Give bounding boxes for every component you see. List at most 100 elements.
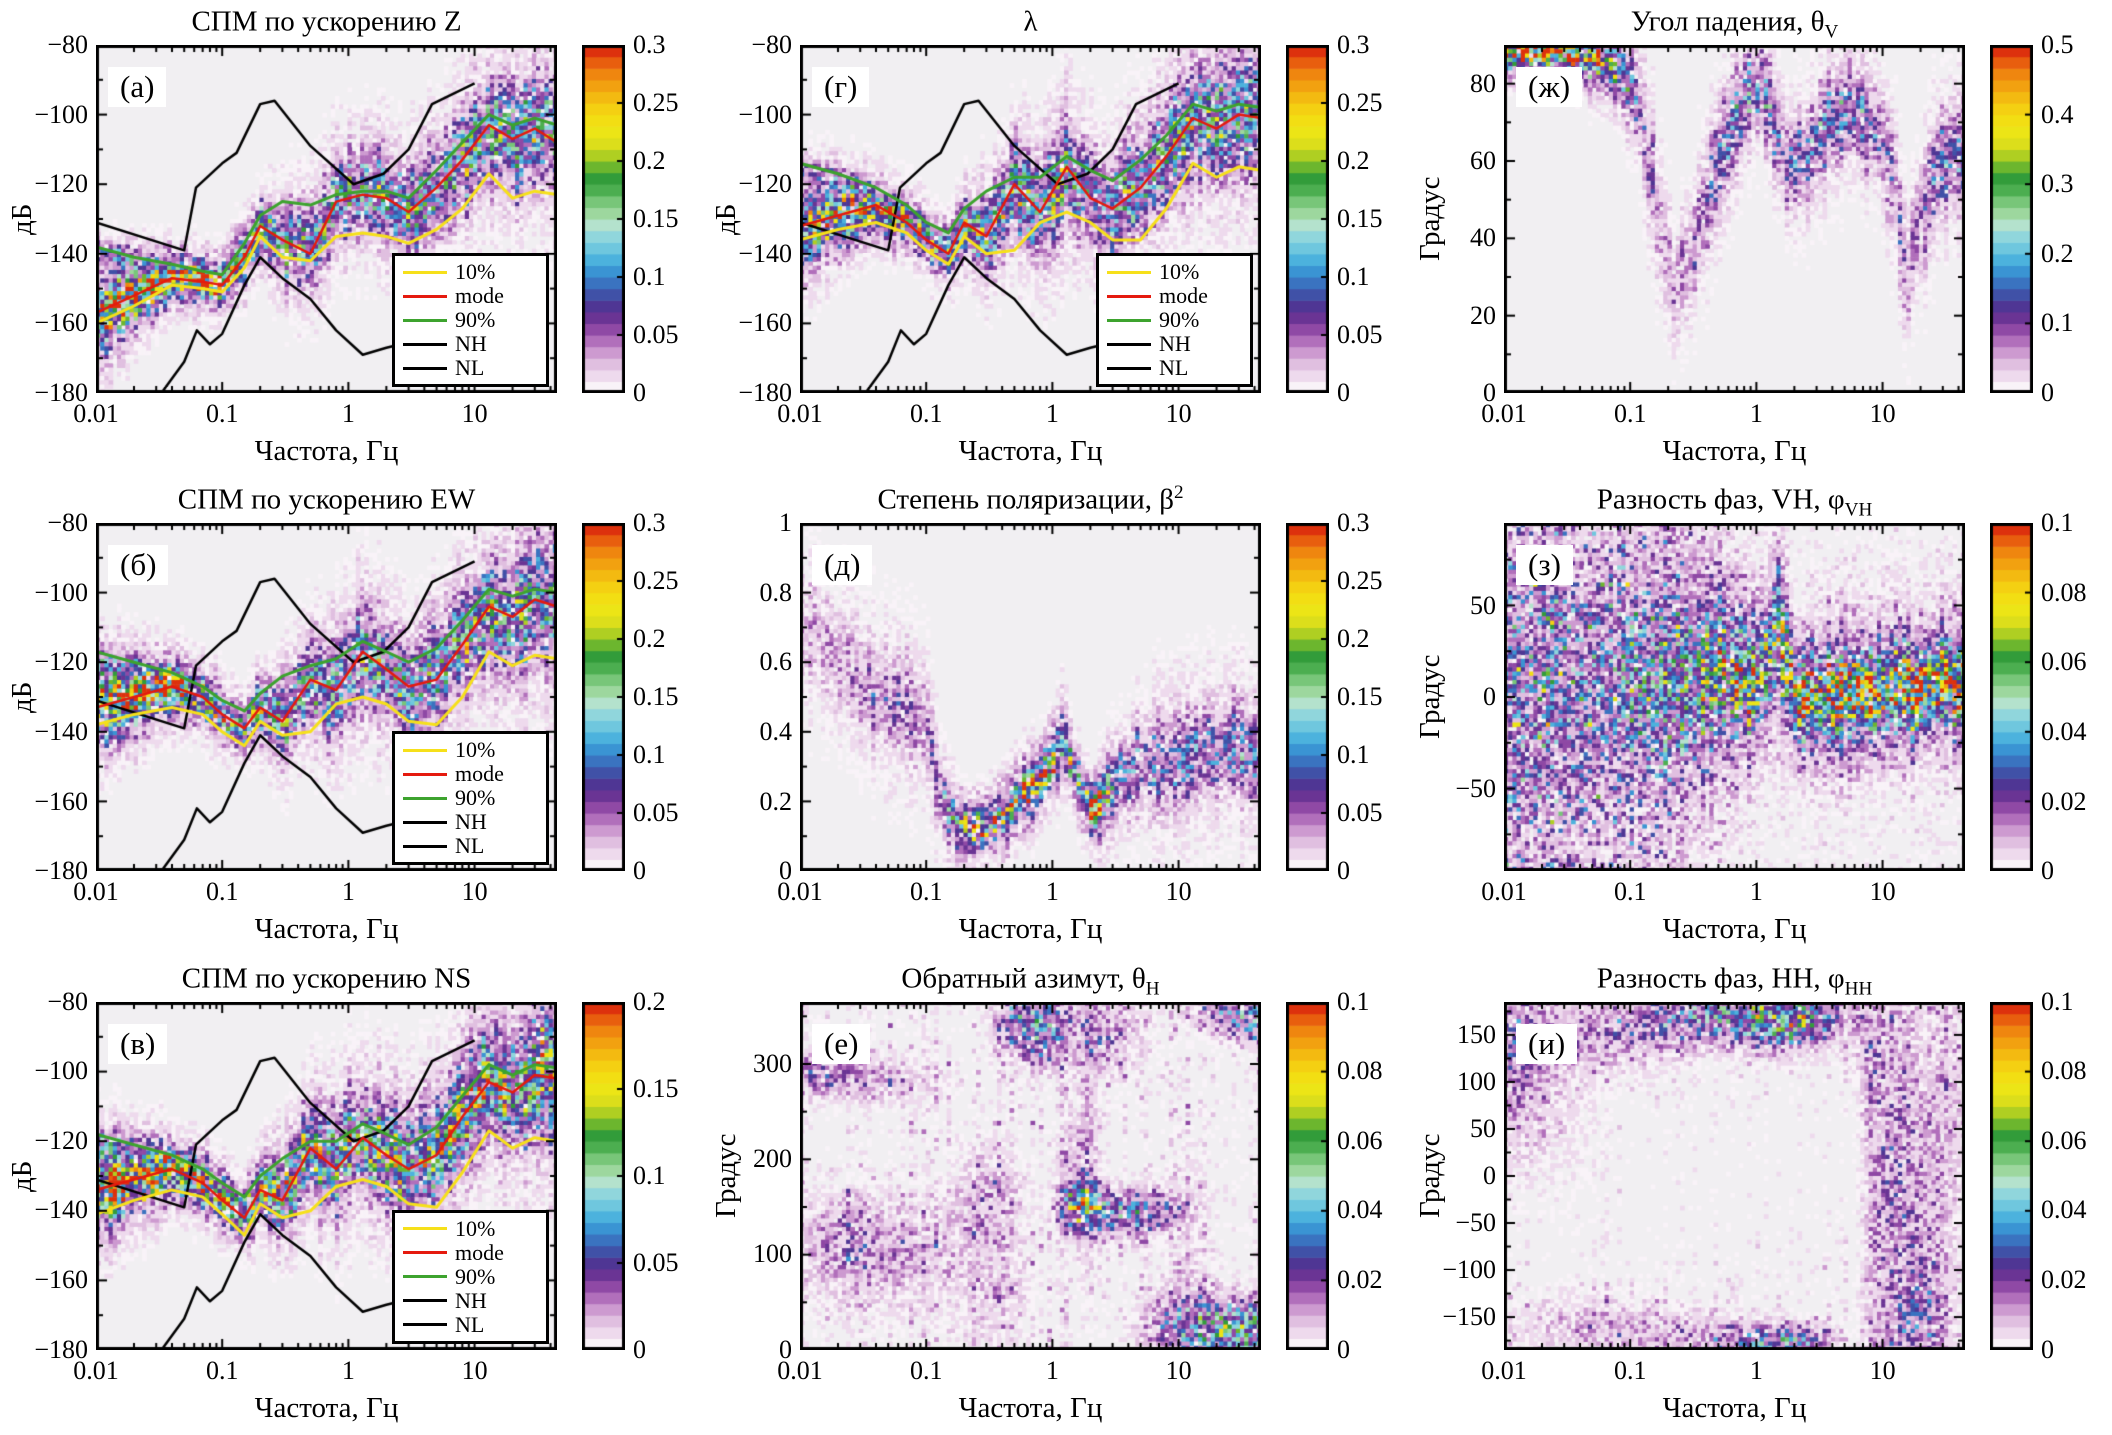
y-tick-label: 100 — [753, 1239, 792, 1269]
legend-line-swatch — [403, 342, 447, 346]
colorbar-tick-label: 0.1 — [633, 740, 666, 770]
colorbar-tick-label: 0 — [1337, 378, 1350, 407]
legend-entry-label: mode — [455, 283, 504, 308]
y-tick-label: −180 — [34, 856, 88, 886]
legend-entry-label: 10% — [1159, 259, 1200, 284]
panel-spm-ew: СПМ по ускорению EW дБ (б) −180 −160 −140 −120… — [0, 478, 704, 956]
panel-title: СПМ по ускорению EW — [96, 482, 557, 521]
colorbar — [582, 45, 625, 393]
colorbar — [1286, 1001, 1329, 1350]
y-tick-label: 100 — [1457, 1066, 1496, 1096]
x-tick-label: 0.01 — [1481, 1355, 1527, 1385]
colorbar-tick-label: 0.2 — [633, 986, 666, 1016]
y-tick-label: −120 — [738, 169, 792, 199]
colorbar-tick-label: 0 — [1337, 856, 1350, 886]
legend-entry-label: NL — [1159, 355, 1189, 380]
panel-letter-label: (г) — [812, 67, 870, 107]
x-tick-label: 10 — [1869, 877, 1896, 907]
x-tick-label: 0.1 — [1613, 1355, 1647, 1385]
panel-spm-z: СПМ по ускорению Z дБ (а) −180 −160 −140 −120 −… — [0, 0, 704, 478]
legend-entry-label: NH — [455, 1287, 487, 1313]
legend-entry-label: 10% — [455, 259, 496, 284]
x-tick-label: 10 — [1165, 1355, 1192, 1385]
legend-entry-label: mode — [455, 761, 504, 787]
colorbar-tick-label: 0 — [1337, 1334, 1350, 1364]
colorbar-tick-label: 0.4 — [2041, 99, 2074, 129]
x-tick-label: 1 — [341, 1355, 355, 1385]
legend-entry: NH — [1107, 332, 1242, 356]
y-tick-label: −80 — [47, 508, 88, 538]
colorbar-tick-label: 0 — [633, 856, 646, 886]
colorbar-tick-label: 0.05 — [1337, 798, 1383, 828]
x-tick-label: 0.1 — [909, 399, 943, 428]
y-tick-label: −100 — [34, 1056, 88, 1086]
colorbar-tick-label: 0.1 — [633, 1160, 666, 1190]
x-tick-label: 0.01 — [777, 399, 823, 428]
y-tick-label: 0.4 — [759, 717, 793, 747]
y-axis-label: дБ — [6, 203, 38, 235]
x-axis-label: Частота, Гц — [1662, 913, 1807, 946]
legend-line-swatch — [403, 844, 447, 848]
colorbar-tick-label: 0.08 — [2041, 577, 2087, 607]
panel-back-azimuth: Обратный азимут, θH Градус (е) 0 100 200 300 0.… — [704, 957, 1408, 1435]
y-tick-label: −80 — [47, 30, 88, 59]
x-tick-label: 1 — [341, 877, 355, 907]
legend-entry: mode — [403, 1240, 538, 1265]
colorbar-tick-label: 0.5 — [2041, 30, 2074, 59]
colorbar-tick-label: 0.1 — [2041, 986, 2074, 1016]
panel-title-text: Угол падения, θ — [1630, 5, 1825, 38]
x-tick-label: 0.01 — [73, 877, 119, 907]
legend-entry: NH — [403, 332, 538, 356]
heatmap-plot — [1504, 1001, 1965, 1350]
y-tick-label: −80 — [47, 986, 88, 1016]
y-tick-label: 0.8 — [759, 577, 793, 607]
y-tick-label: 20 — [1470, 300, 1496, 330]
legend-line-swatch — [403, 748, 447, 752]
panel-incidence-angle: Угол падения, θV Градус (ж) 0 20 40 60 80 0.01 0.… — [1408, 0, 2112, 478]
y-tick-label: 200 — [753, 1143, 792, 1173]
panel-lambda: λ дБ (г) −180 −160 −140 −120 −100 −80 0.01 0.1 1 10 Ч… — [704, 0, 1408, 478]
y-tick-label: 0 — [779, 1334, 792, 1364]
legend-entry: NL — [403, 356, 538, 380]
legend-line-swatch — [1107, 318, 1151, 322]
heatmap-plot — [800, 1001, 1261, 1350]
panel-spm-ns: СПМ по ускорению NS дБ (в) −180 −160 −140 −120… — [0, 957, 704, 1435]
panel-title-subscript: HH — [1844, 978, 1873, 1000]
panel-title: СПМ по ускорению NS — [96, 961, 557, 1000]
x-tick-label: 10 — [461, 399, 488, 428]
colorbar-tick-label: 0.1 — [2041, 308, 2074, 338]
x-tick-label: 0.01 — [1481, 877, 1527, 907]
legend-line-swatch — [403, 1299, 447, 1303]
colorbar — [582, 523, 625, 872]
colorbar-tick-label: 0.1 — [2041, 508, 2074, 538]
panel-title-text: Обратный азимут, θ — [901, 962, 1146, 995]
x-tick-label: 0.1 — [205, 877, 239, 907]
colorbar-tick-label: 0.25 — [633, 88, 679, 117]
legend-entry: NL — [403, 834, 538, 858]
y-tick-label: 150 — [1457, 1019, 1496, 1049]
colorbar-tick-label: 0.2 — [633, 624, 666, 654]
panel-letter-label: (ж) — [1516, 67, 1583, 107]
legend-line-swatch — [403, 772, 447, 776]
y-tick-label: 60 — [1470, 146, 1496, 175]
legend-entry-label: NL — [455, 1311, 485, 1337]
panel-title-text: Степень поляризации, β — [877, 483, 1174, 516]
panel-phase-diff-hh: Разность фаз, HH, φHH Градус (и) −150 −100 −5… — [1408, 957, 2112, 1435]
legend-entry: NL — [1107, 356, 1242, 380]
colorbar-tick-label: 0.08 — [2041, 1056, 2087, 1086]
colorbar-tick-label: 0.05 — [633, 1247, 679, 1277]
y-tick-label: 0 — [779, 856, 792, 886]
y-tick-label: 0.2 — [759, 786, 793, 816]
y-tick-label: 300 — [753, 1048, 792, 1078]
colorbar-tick-label: 0.3 — [633, 30, 666, 59]
colorbar — [1990, 1001, 2033, 1350]
panel-title: Степень поляризации, β2 — [800, 482, 1261, 521]
panel-title-text: Разность фаз, HH, φ — [1596, 962, 1845, 995]
colorbar-tick-label: 0.02 — [1337, 1264, 1383, 1294]
legend-entry-label: NH — [1159, 331, 1191, 356]
colorbar — [1990, 523, 2033, 872]
colorbar-tick-label: 0.05 — [633, 798, 679, 828]
y-tick-label: 50 — [1470, 590, 1496, 620]
y-tick-label: −100 — [34, 577, 88, 607]
